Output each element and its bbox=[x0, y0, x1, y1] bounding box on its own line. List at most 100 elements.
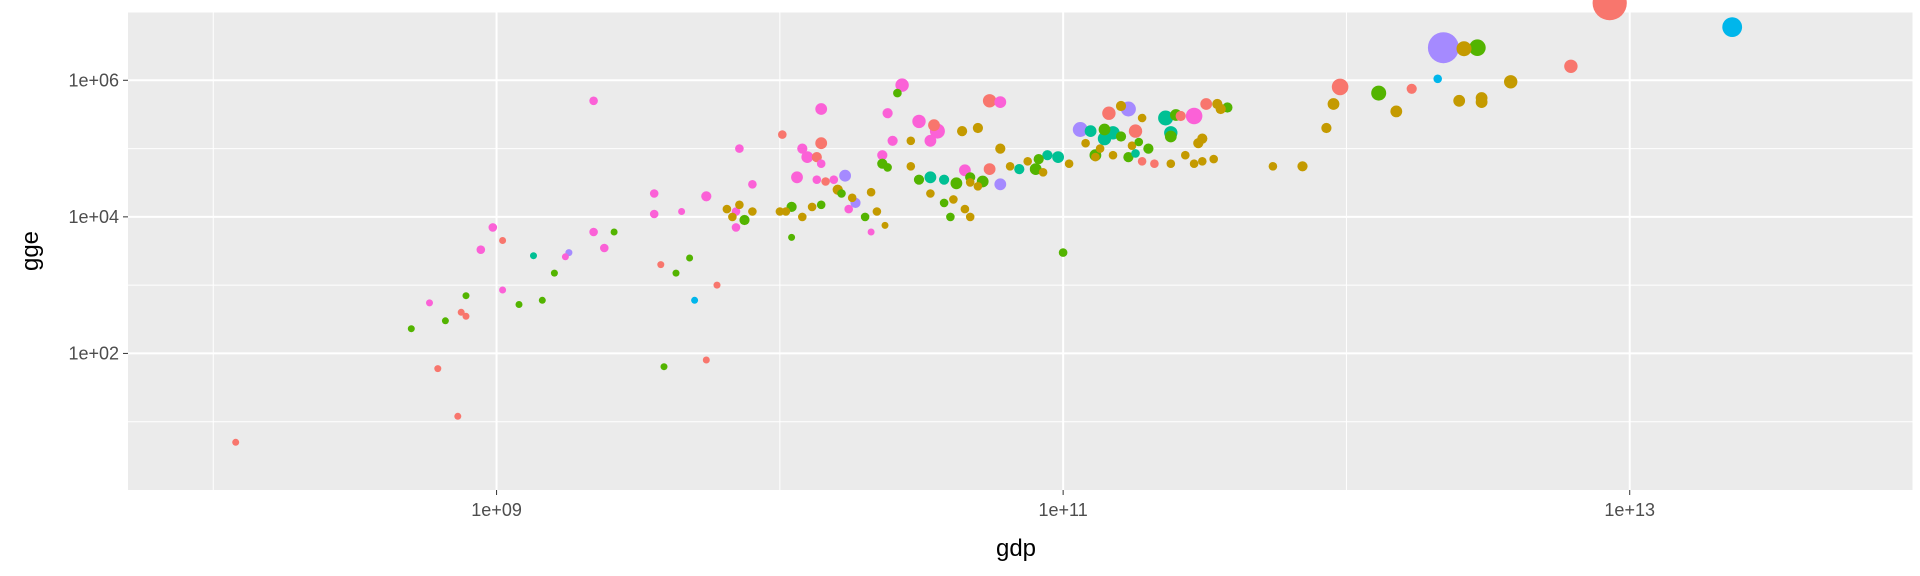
data-point bbox=[1175, 110, 1186, 122]
x-axis-ticks: 1e+09 1e+11 1e+13 bbox=[471, 490, 1655, 520]
data-point bbox=[735, 144, 744, 153]
data-point bbox=[781, 207, 791, 216]
data-point bbox=[1209, 154, 1218, 164]
data-point bbox=[457, 308, 465, 316]
data-point bbox=[1023, 157, 1032, 166]
data-point bbox=[728, 212, 737, 222]
data-point bbox=[1166, 159, 1176, 168]
data-point bbox=[906, 162, 916, 171]
y-tick-label: 1e+06 bbox=[68, 70, 119, 90]
data-point bbox=[1189, 159, 1199, 168]
data-point bbox=[816, 200, 826, 210]
y-axis-title: gge bbox=[17, 231, 44, 271]
data-point bbox=[881, 221, 889, 229]
data-point bbox=[1137, 157, 1147, 166]
data-point bbox=[1005, 162, 1015, 171]
y-axis-ticks: 1e+02 1e+04 1e+06 bbox=[68, 70, 128, 363]
data-point bbox=[735, 200, 744, 210]
data-point bbox=[407, 325, 415, 333]
data-point bbox=[1052, 151, 1064, 164]
data-point bbox=[983, 163, 996, 176]
data-point bbox=[1091, 152, 1100, 162]
data-point bbox=[1072, 122, 1088, 137]
data-point bbox=[678, 208, 686, 215]
data-point bbox=[499, 286, 507, 294]
data-point bbox=[1504, 75, 1518, 89]
data-point bbox=[561, 253, 569, 261]
data-point bbox=[550, 269, 558, 277]
data-point bbox=[1453, 94, 1466, 107]
data-point bbox=[462, 292, 470, 300]
data-point bbox=[797, 143, 808, 154]
data-point bbox=[672, 269, 680, 277]
data-point bbox=[872, 207, 882, 216]
data-point bbox=[434, 365, 442, 373]
data-point bbox=[1722, 17, 1743, 37]
data-point bbox=[1321, 122, 1332, 134]
data-point bbox=[912, 114, 926, 129]
x-tick-label: 1e+09 bbox=[471, 500, 522, 520]
data-point bbox=[1038, 168, 1048, 177]
data-point bbox=[994, 96, 1007, 108]
data-point bbox=[441, 317, 449, 325]
data-point bbox=[807, 202, 817, 212]
y-tick-label: 1e+02 bbox=[68, 343, 119, 363]
data-point bbox=[538, 296, 546, 304]
data-point bbox=[844, 204, 853, 214]
data-point bbox=[488, 223, 498, 232]
data-points bbox=[232, 0, 1743, 446]
data-point bbox=[1150, 159, 1159, 168]
data-point bbox=[722, 204, 732, 214]
data-point bbox=[1058, 248, 1068, 257]
data-point bbox=[965, 212, 975, 222]
data-point bbox=[1181, 150, 1190, 160]
data-point bbox=[600, 243, 609, 253]
data-point bbox=[924, 171, 937, 184]
data-point bbox=[1197, 133, 1208, 144]
data-point bbox=[1081, 138, 1090, 148]
data-point bbox=[821, 177, 830, 186]
data-point bbox=[462, 312, 470, 320]
major-gridlines bbox=[128, 12, 1913, 490]
data-point bbox=[515, 301, 523, 308]
data-point bbox=[913, 174, 925, 185]
data-point bbox=[882, 108, 893, 119]
data-point bbox=[972, 122, 984, 134]
data-point bbox=[1200, 98, 1213, 110]
data-point bbox=[816, 159, 826, 168]
data-point bbox=[994, 178, 1007, 191]
data-point bbox=[924, 134, 937, 147]
data-point bbox=[1433, 74, 1442, 84]
data-point bbox=[995, 143, 1006, 154]
data-point bbox=[887, 135, 898, 146]
data-point bbox=[731, 223, 741, 232]
data-point bbox=[946, 212, 955, 222]
x-axis-title: gdp bbox=[996, 535, 1036, 562]
data-point bbox=[1084, 125, 1097, 137]
data-point bbox=[713, 281, 721, 289]
data-point bbox=[939, 174, 950, 185]
data-point bbox=[610, 228, 618, 236]
data-point bbox=[847, 193, 857, 203]
data-point bbox=[1108, 150, 1118, 160]
data-point bbox=[1115, 100, 1127, 112]
data-point bbox=[1102, 106, 1116, 120]
data-point bbox=[1475, 96, 1488, 108]
data-point bbox=[686, 254, 694, 262]
y-tick-label: 1e+04 bbox=[68, 207, 119, 227]
data-point bbox=[649, 189, 659, 198]
data-point bbox=[867, 228, 875, 236]
data-point bbox=[1137, 113, 1147, 123]
data-point bbox=[1564, 59, 1578, 73]
data-point bbox=[1128, 124, 1143, 138]
data-point bbox=[1134, 137, 1144, 147]
data-point bbox=[837, 189, 846, 198]
data-point bbox=[973, 182, 983, 191]
data-point bbox=[798, 212, 807, 222]
data-point bbox=[1268, 162, 1278, 171]
data-point bbox=[1143, 143, 1154, 154]
data-point bbox=[1033, 154, 1044, 165]
data-point bbox=[866, 187, 876, 197]
data-point bbox=[476, 245, 486, 254]
